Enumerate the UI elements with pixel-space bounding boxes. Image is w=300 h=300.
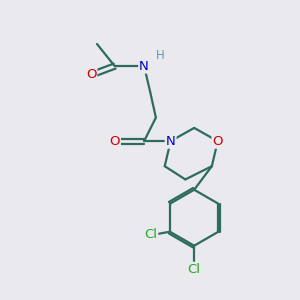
Text: Cl: Cl xyxy=(188,263,201,276)
Text: H: H xyxy=(156,49,165,62)
Text: O: O xyxy=(110,135,120,148)
Text: N: N xyxy=(166,135,176,148)
Text: N: N xyxy=(139,60,149,73)
Text: O: O xyxy=(212,135,223,148)
Text: O: O xyxy=(86,68,96,81)
Text: Cl: Cl xyxy=(144,228,157,241)
